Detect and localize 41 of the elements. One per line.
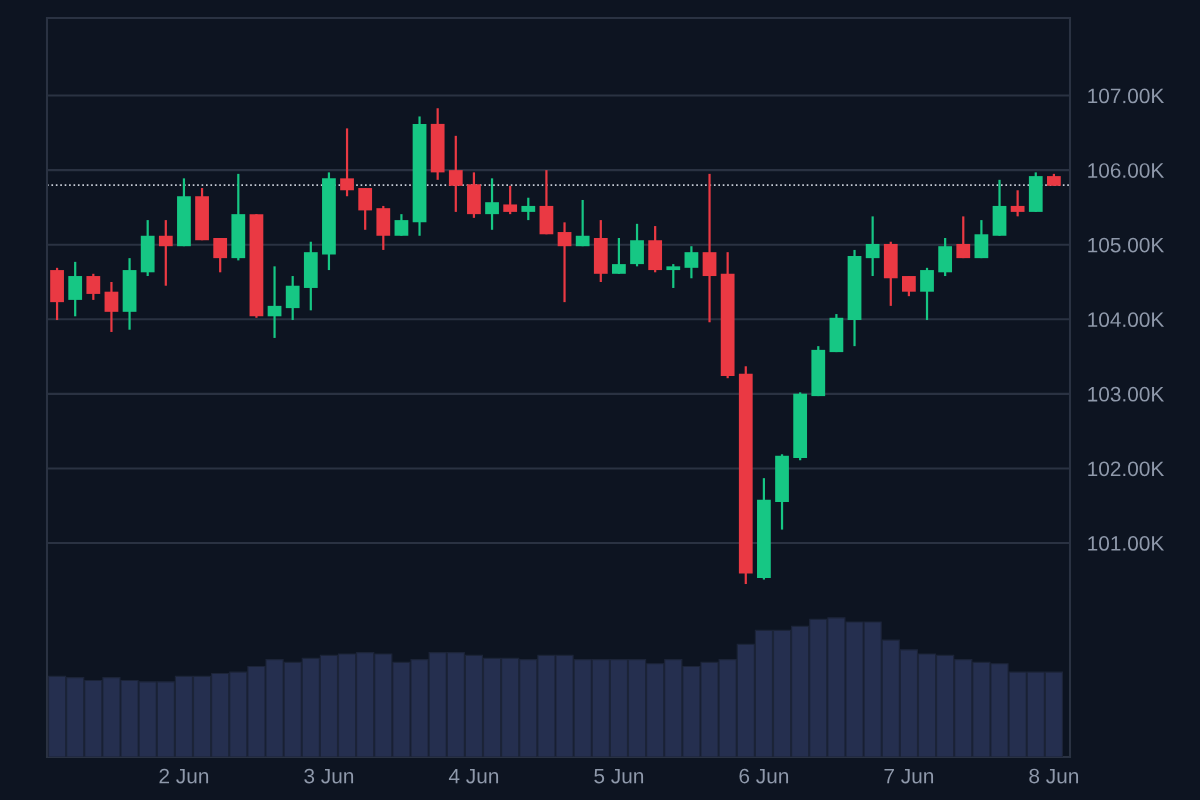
candlestick — [340, 127, 354, 198]
candlestick — [394, 213, 409, 237]
y-tick-label: 105.00K — [1088, 237, 1165, 253]
candlestick — [358, 186, 373, 231]
candlestick — [1010, 189, 1025, 218]
candlestick — [974, 218, 989, 260]
candlestick — [865, 215, 880, 278]
x-tick-label: 2 Jun — [159, 768, 209, 784]
candlestick — [956, 215, 971, 260]
x-tick-label: 7 Jun — [884, 768, 934, 784]
candlestick — [612, 236, 626, 275]
candlestick — [104, 280, 119, 334]
y-tick-label: 104.00K — [1088, 312, 1165, 328]
candlestick — [521, 196, 536, 222]
y-tick-label: 101.00K — [1088, 536, 1165, 551]
candlestick — [702, 172, 717, 324]
candlestick — [503, 184, 518, 216]
candlestick — [630, 222, 644, 268]
candlestick — [213, 236, 228, 274]
x-tick-label: 8 Jun — [1029, 768, 1079, 784]
x-tick-label: 3 Jun — [304, 768, 354, 784]
candlestick — [485, 177, 499, 231]
candlestick — [86, 272, 101, 302]
candlestick — [684, 245, 699, 280]
y-tick-label: 106.00K — [1088, 163, 1165, 178]
y-tick-label: 107.00K — [1088, 88, 1165, 104]
candlestick — [448, 134, 463, 214]
candlestick — [285, 274, 300, 322]
x-tick-label: 4 Jun — [448, 768, 499, 784]
candlestick — [68, 260, 83, 318]
y-tick-label: 102.00K — [1088, 461, 1165, 477]
candlestick — [575, 198, 590, 248]
candlestick — [666, 262, 681, 290]
candlestick — [920, 266, 934, 322]
candlestick — [902, 274, 916, 298]
x-tick-label: 6 Jun — [739, 768, 789, 784]
y-tick-label: 103.00K — [1088, 386, 1165, 402]
candlestick — [158, 218, 173, 287]
candlestick — [557, 221, 572, 304]
candlestick — [267, 265, 282, 340]
x-tick-label: 5 Jun — [594, 768, 644, 784]
